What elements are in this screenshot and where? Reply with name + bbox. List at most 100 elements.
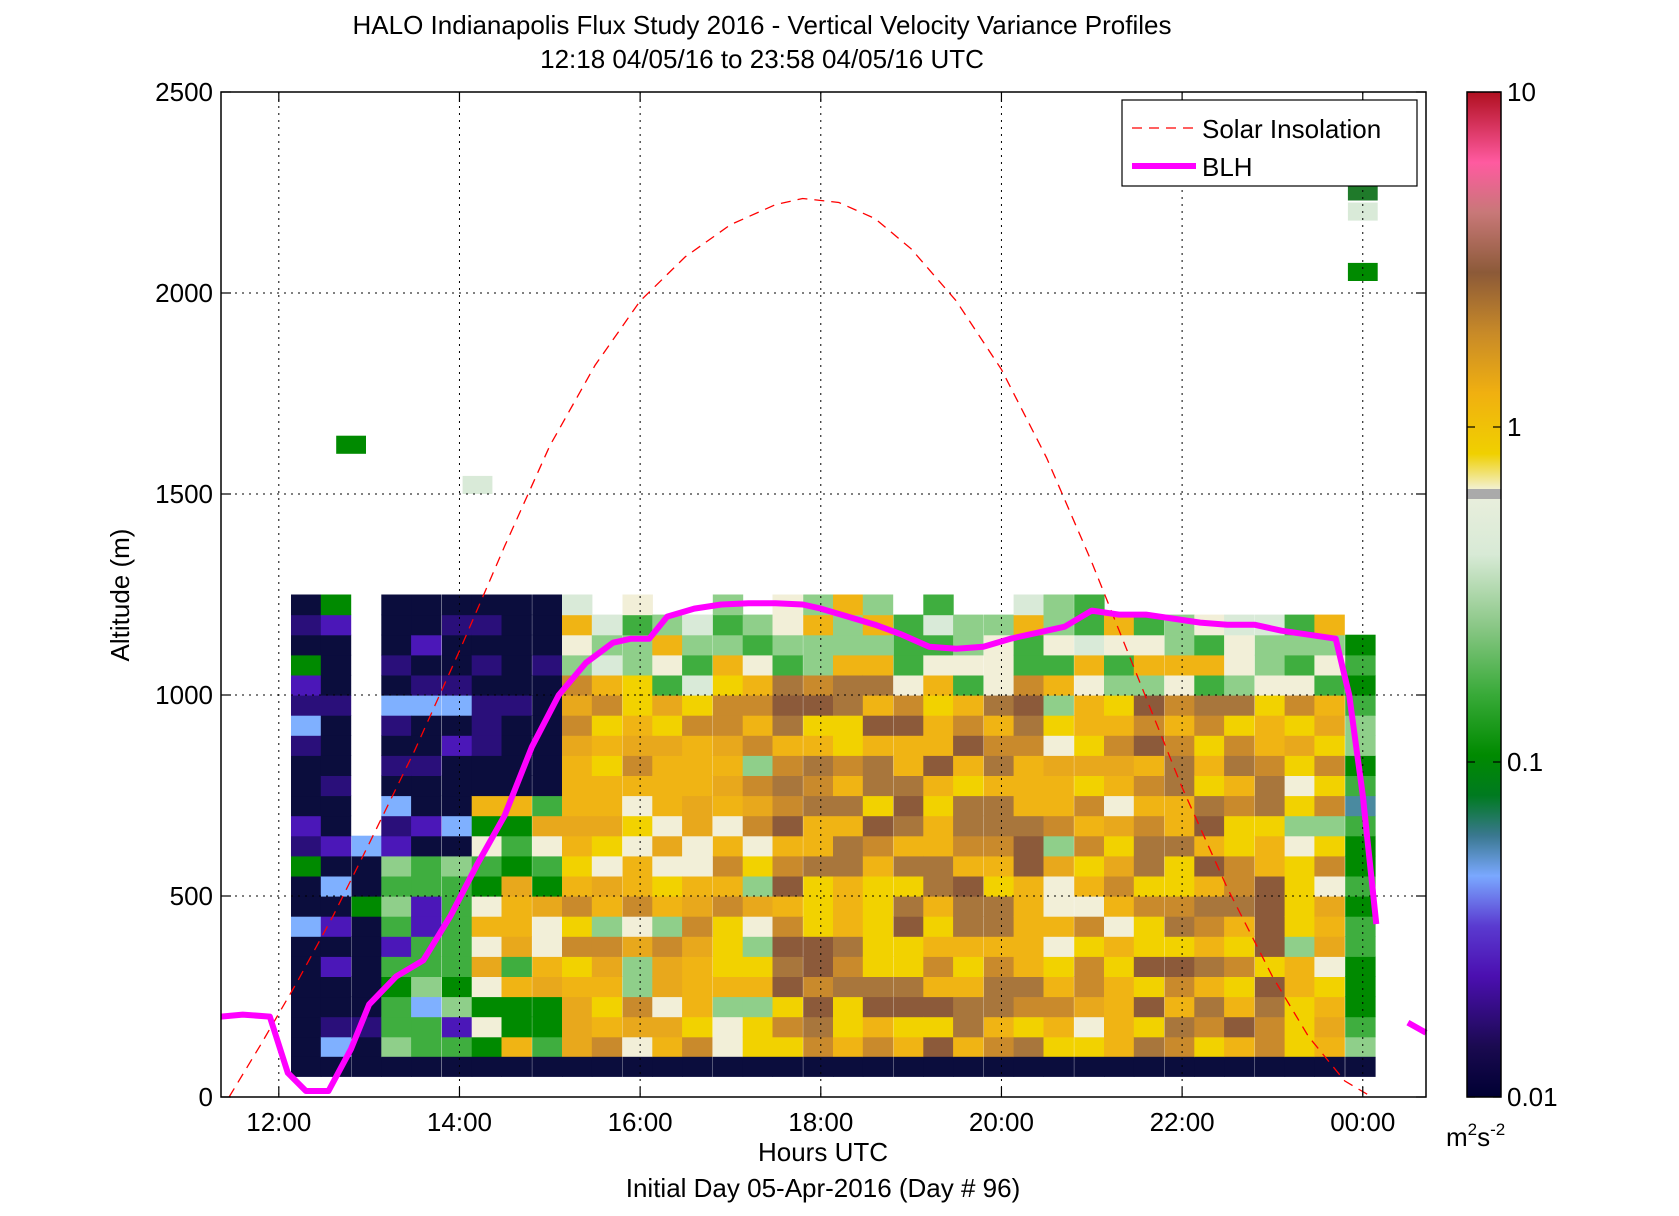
colorbar-units-base: m — [1446, 1122, 1468, 1152]
heatmap-cell — [1194, 695, 1225, 716]
heatmap-cell — [1164, 996, 1195, 1018]
heatmap-cell — [1074, 634, 1105, 656]
heatmap-cell — [562, 875, 593, 897]
heatmap-cell — [1074, 875, 1105, 897]
heatmap-cell — [1043, 956, 1074, 977]
heatmap-cell — [772, 916, 803, 937]
heatmap-cell — [320, 674, 352, 696]
heatmap-cell — [682, 614, 713, 636]
heatmap-cell — [291, 875, 322, 897]
heatmap-cell — [1345, 956, 1376, 977]
heatmap-cell — [1254, 855, 1286, 877]
heatmap-cell — [532, 1016, 563, 1038]
heatmap-cell — [501, 715, 532, 736]
heatmap-cell — [381, 996, 412, 1018]
heatmap-cell — [682, 996, 713, 1018]
x-tick-label: 14:00 — [427, 1107, 492, 1137]
heatmap-cell — [1194, 976, 1225, 998]
heatmap-cell — [652, 634, 683, 656]
heatmap-cell — [1284, 695, 1315, 716]
heatmap-cell — [1254, 654, 1286, 676]
heatmap-cell — [1284, 795, 1315, 817]
heatmap-cell — [862, 715, 894, 736]
heatmap-cell — [862, 1056, 894, 1077]
heatmap-cell — [1074, 735, 1105, 756]
heatmap-cell — [351, 855, 382, 877]
heatmap-cell — [591, 956, 623, 977]
heatmap-cell — [1104, 795, 1135, 817]
heatmap-cell — [1013, 996, 1044, 1018]
heatmap-cell — [1164, 715, 1195, 736]
heatmap-cell — [983, 875, 1015, 897]
heatmap-cell — [320, 614, 352, 636]
heatmap-cell — [893, 875, 924, 897]
heatmap-cell — [772, 755, 803, 776]
heatmap-cell — [1224, 674, 1255, 696]
heatmap-cell — [1345, 795, 1376, 817]
heatmap-cell — [1345, 936, 1376, 957]
heatmap-cell — [1013, 735, 1044, 756]
heatmap-cell — [501, 1036, 532, 1058]
heatmap-cell — [1254, 674, 1286, 696]
heatmap-cell — [622, 875, 653, 897]
heatmap-cell — [411, 1016, 442, 1038]
heatmap-cell — [953, 835, 984, 857]
heatmap-cell — [1254, 715, 1286, 736]
heatmap-cell — [291, 855, 322, 877]
heatmap-cell — [803, 835, 834, 857]
heatmap-cell — [712, 735, 744, 756]
heatmap-cell — [591, 896, 623, 917]
heatmap-cell — [893, 614, 924, 636]
heatmap-cell — [652, 755, 683, 776]
heatmap-cell — [501, 815, 532, 837]
heatmap-cell — [682, 654, 713, 676]
heatmap-cell — [1133, 1056, 1165, 1077]
heatmap-cell — [532, 1056, 563, 1077]
heatmap-cell — [803, 996, 834, 1018]
heatmap-cell — [953, 916, 984, 937]
y-tick-label: 1500 — [155, 479, 213, 509]
heatmap-cell — [682, 674, 713, 696]
heatmap-cell — [381, 654, 412, 676]
heatmap-cell — [1043, 875, 1074, 897]
heatmap-cell — [652, 795, 683, 817]
heatmap-cell — [1043, 1056, 1074, 1077]
y-tick-label: 1000 — [155, 680, 213, 710]
heatmap-cell — [1314, 936, 1345, 957]
heatmap-cell — [1194, 956, 1225, 977]
heatmap-cell — [381, 875, 412, 897]
heatmap-cell — [1164, 855, 1195, 877]
heatmap-cell — [1224, 956, 1255, 977]
heatmap-cell — [893, 1016, 924, 1038]
heatmap-cell — [923, 956, 954, 977]
heatmap-cell — [320, 755, 352, 776]
heatmap-cell — [622, 996, 653, 1018]
heatmap-cell — [381, 715, 412, 736]
heatmap-cell — [712, 715, 744, 736]
heatmap-cell — [291, 594, 322, 616]
heatmap-cell — [411, 815, 442, 837]
heatmap-cell — [742, 956, 774, 977]
heatmap-cell — [532, 936, 563, 957]
heatmap-cell — [1314, 956, 1345, 977]
x-tick-label: 16:00 — [608, 1107, 673, 1137]
heatmap-cell — [983, 1036, 1015, 1058]
heatmap-cell — [1074, 996, 1105, 1018]
heatmap-cell — [441, 815, 473, 837]
heatmap-cell — [1133, 715, 1165, 736]
heatmap-cell — [1224, 996, 1255, 1018]
colorbar: 0.01 0.1 1 10 m2s-2 — [1446, 77, 1558, 1152]
heatmap-cell — [742, 715, 774, 736]
heatmap-cell — [1074, 956, 1105, 977]
heatmap-cell — [562, 1056, 593, 1077]
heatmap-cell — [411, 875, 442, 897]
heatmap-cell — [411, 715, 442, 736]
heatmap-cell — [862, 1016, 894, 1038]
heatmap-cell — [471, 1036, 503, 1058]
heatmap-cell — [591, 1056, 623, 1077]
heatmap-cell — [1074, 775, 1105, 797]
heatmap-cell — [833, 654, 864, 676]
heatmap-cell — [1043, 795, 1074, 817]
heatmap-cell — [462, 475, 493, 494]
heatmap-cell — [1284, 654, 1315, 676]
